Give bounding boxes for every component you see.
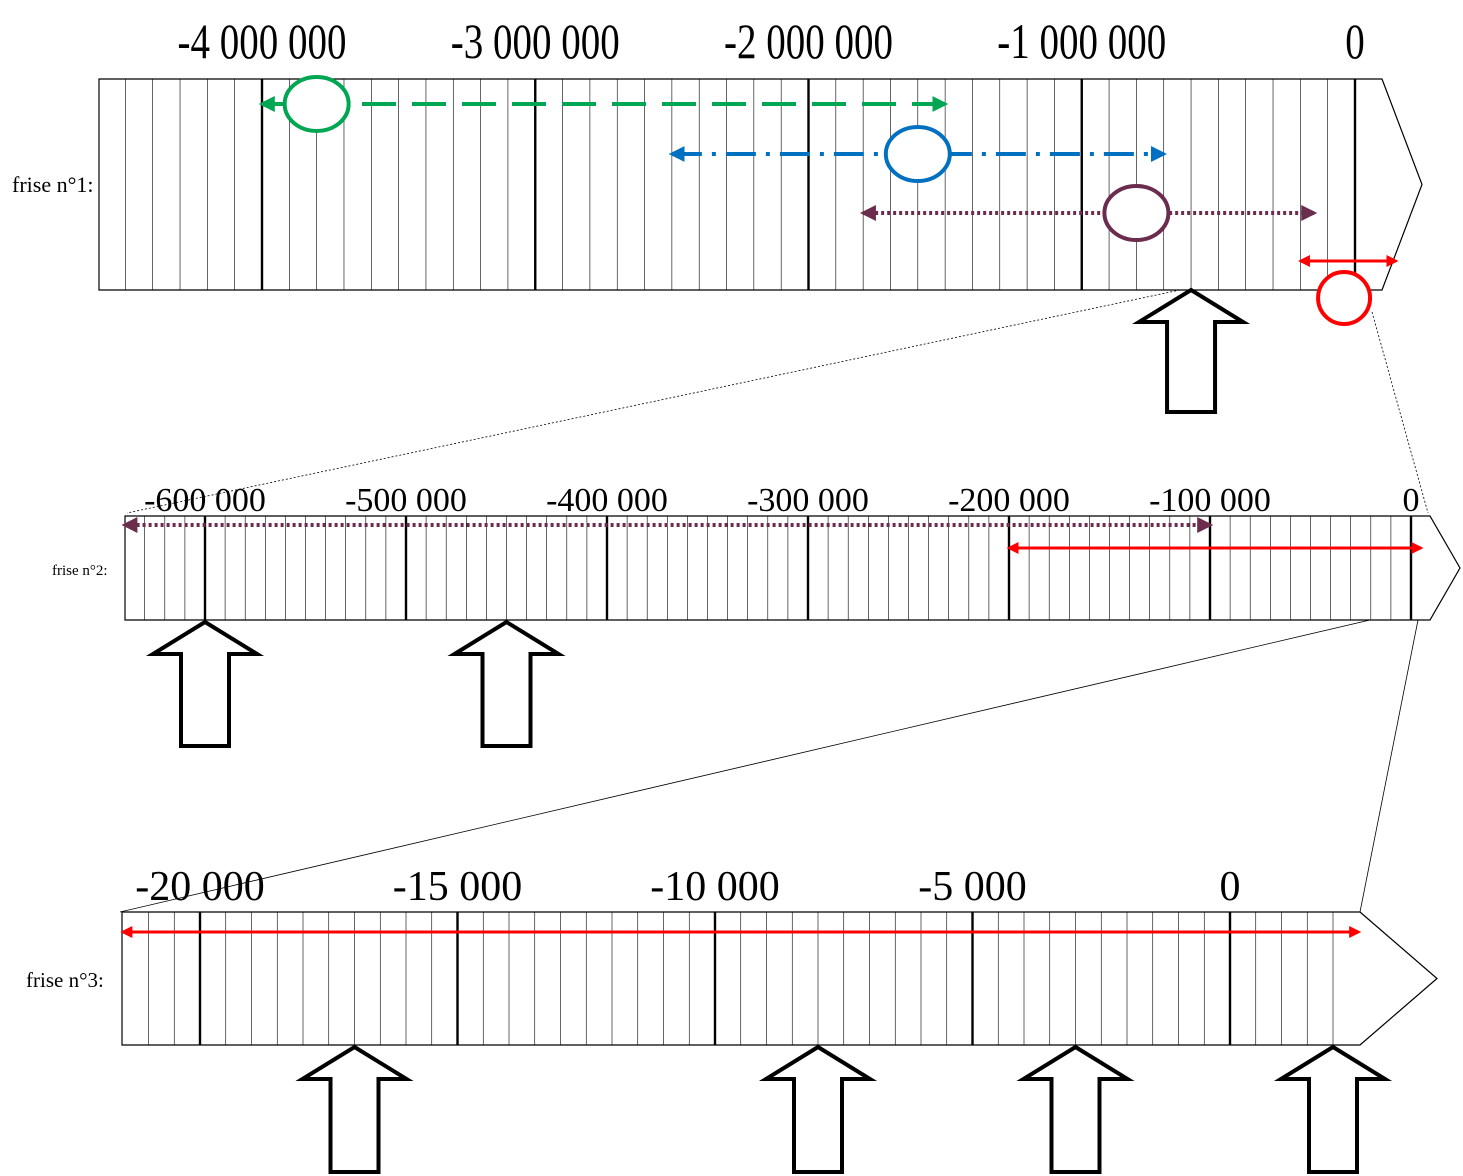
range-marker-green (282, 75, 351, 133)
tick-label: -10 000 (650, 864, 780, 910)
tick-label: 0 (1403, 482, 1420, 519)
tick-label: -600 000 (144, 482, 266, 519)
pointer-arrow-icon (1273, 1044, 1393, 1174)
tick-label: -15 000 (393, 864, 523, 910)
timeline-frise-2: frise n°2: -600 000 -500 000 -400 000 -300 0… (52, 482, 1461, 748)
timeline-body (98, 78, 1423, 291)
range-marker-blue (883, 125, 952, 183)
tick-label: -1 000 000 (997, 13, 1166, 69)
tick-label: -20 000 (135, 864, 265, 910)
zoom-connector-1-left (126, 289, 1181, 514)
pointer-arrow-icon (1131, 287, 1251, 414)
range-marker-red (1316, 270, 1373, 326)
timeline-body (121, 911, 1438, 1046)
zoom-connector-1-right (1371, 311, 1429, 514)
timeline-label: frise n°3: (26, 968, 104, 992)
pointer-arrow-icon (145, 619, 265, 748)
pointer-arrow-icon (1016, 1044, 1135, 1174)
tick-label: -300 000 (747, 482, 869, 519)
tick-label: 0 (1345, 13, 1365, 69)
timeline-frise-1: frise n°1: -4 000 000 -3 000 000 -2 000 000… (12, 13, 1423, 414)
timeline-body (124, 515, 1461, 621)
tick-label: -200 000 (948, 482, 1070, 519)
tick-label: -500 000 (345, 482, 467, 519)
tick-label: -2 000 000 (724, 13, 893, 69)
tick-label: -5 000 (918, 864, 1027, 910)
pointer-arrow-icon (758, 1044, 878, 1174)
zoom-connector-2-left (119, 619, 1371, 913)
zoom-connector-2-right (1359, 619, 1419, 913)
timeline-label: frise n°2: (52, 563, 108, 579)
tick-label: -4 000 000 (178, 13, 347, 69)
tick-label: -100 000 (1149, 482, 1271, 519)
tick-label: -3 000 000 (451, 13, 620, 69)
tick-label: -400 000 (546, 482, 668, 519)
pointer-arrow-icon (447, 619, 566, 748)
range-marker-purple (1102, 184, 1171, 242)
timeline-frise-3: frise n°3: -20 000 -15 000 -10 000 -5 000 0 (26, 864, 1438, 1174)
tick-label: 0 (1220, 864, 1241, 910)
timeline-label: frise n°1: (12, 172, 94, 197)
pointer-arrow-icon (295, 1044, 414, 1174)
zoom-connectors (119, 289, 1429, 913)
